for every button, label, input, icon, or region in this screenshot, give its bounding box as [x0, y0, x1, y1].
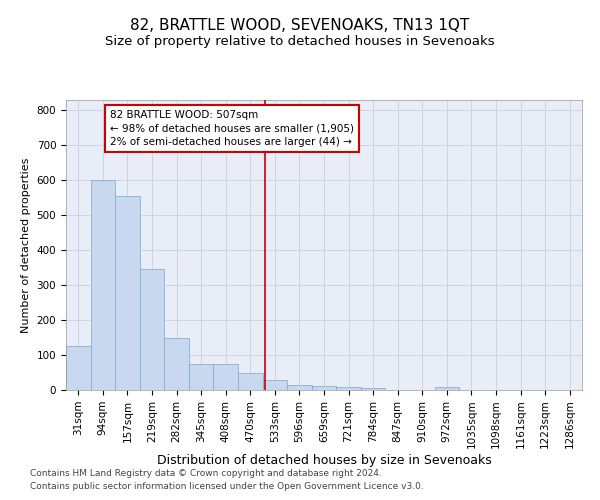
Bar	[189, 364, 214, 390]
Bar	[140, 270, 164, 390]
Bar	[263, 380, 287, 390]
Text: Contains HM Land Registry data © Crown copyright and database right 2024.: Contains HM Land Registry data © Crown c…	[30, 468, 382, 477]
Text: 82 BRATTLE WOOD: 507sqm
← 98% of detached houses are smaller (1,905)
2% of semi-: 82 BRATTLE WOOD: 507sqm ← 98% of detache…	[110, 110, 354, 147]
Bar	[361, 388, 385, 390]
Bar	[336, 386, 361, 390]
Text: 82, BRATTLE WOOD, SEVENOAKS, TN13 1QT: 82, BRATTLE WOOD, SEVENOAKS, TN13 1QT	[130, 18, 470, 32]
Bar	[115, 196, 140, 390]
Bar	[66, 346, 91, 390]
Bar	[164, 338, 189, 390]
Text: Contains public sector information licensed under the Open Government Licence v3: Contains public sector information licen…	[30, 482, 424, 491]
Bar	[434, 387, 459, 390]
Text: Size of property relative to detached houses in Sevenoaks: Size of property relative to detached ho…	[105, 35, 495, 48]
Bar	[287, 385, 312, 390]
X-axis label: Distribution of detached houses by size in Sevenoaks: Distribution of detached houses by size …	[157, 454, 491, 467]
Bar	[91, 180, 115, 390]
Bar	[214, 364, 238, 390]
Y-axis label: Number of detached properties: Number of detached properties	[21, 158, 31, 332]
Bar	[312, 386, 336, 390]
Bar	[238, 372, 263, 390]
